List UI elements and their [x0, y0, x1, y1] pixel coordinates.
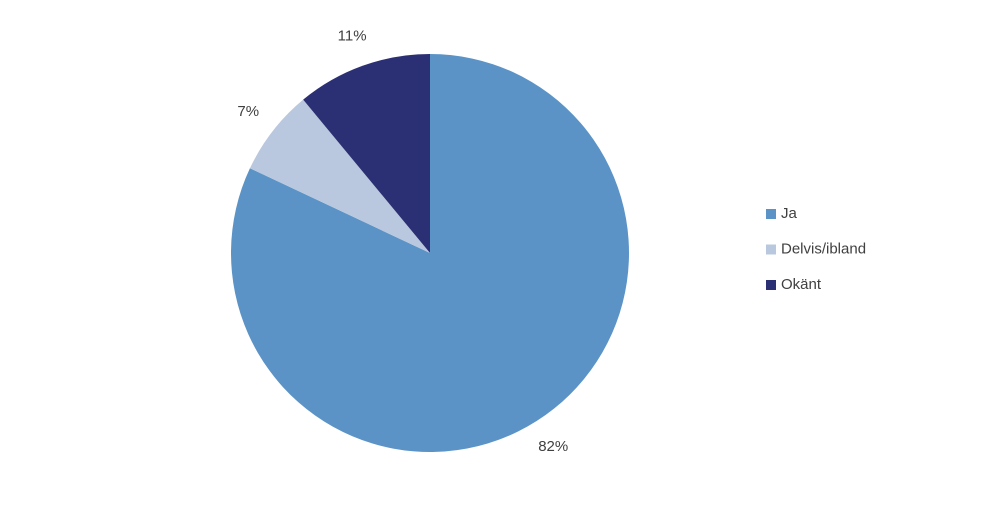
legend-swatch	[766, 244, 776, 255]
data-label: 7%	[237, 103, 259, 120]
legend-label: Ja	[781, 205, 798, 222]
legend-swatch	[766, 280, 776, 290]
legend-label: Delvis/ibland	[781, 240, 866, 257]
pie-slice	[303, 54, 430, 253]
data-label: 82%	[538, 438, 568, 455]
data-label: 11%	[338, 28, 367, 45]
legend-label: Okänt	[781, 276, 822, 293]
pie-slice	[249, 99, 430, 253]
legend-swatch	[766, 209, 776, 219]
